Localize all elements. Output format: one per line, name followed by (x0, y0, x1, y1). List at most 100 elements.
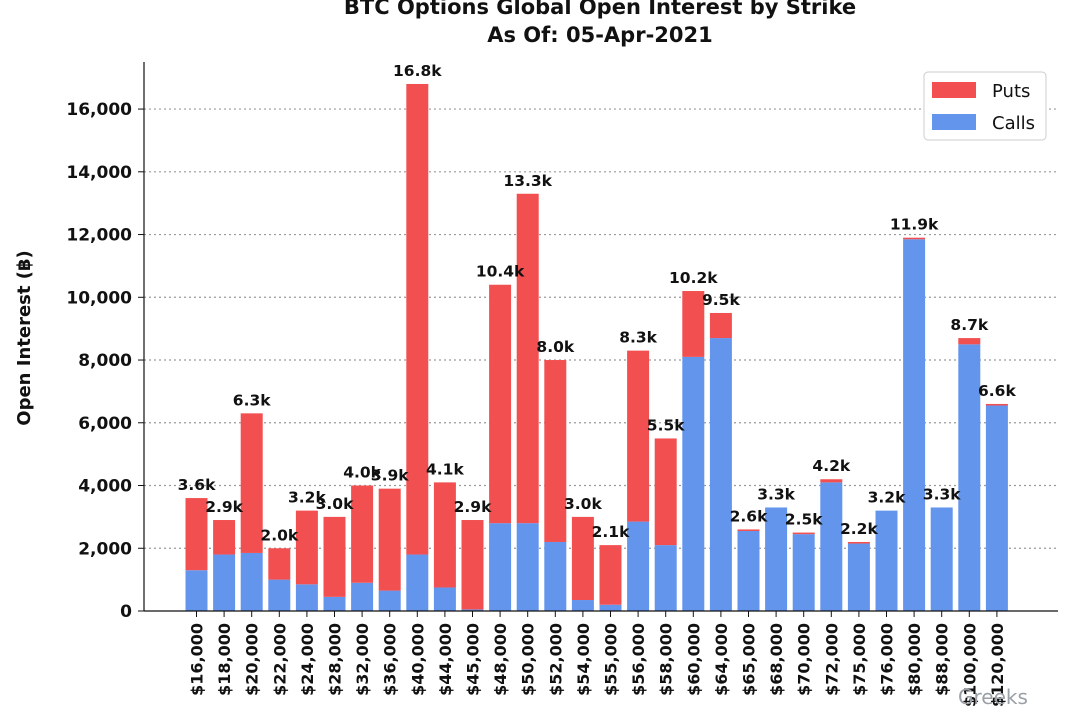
data-label: 2.1k (592, 523, 630, 541)
data-label: 3.6k (178, 476, 216, 494)
data-label: 3.3k (757, 485, 795, 503)
bar-calls (516, 523, 539, 611)
bar-calls (792, 534, 815, 611)
bar-puts (985, 403, 1008, 406)
x-tick-label: $120,000 (988, 623, 1007, 707)
bar-calls (765, 507, 788, 611)
x-tick-label: $22,000 (270, 623, 289, 696)
bar-puts (544, 360, 567, 542)
data-label: 10.2k (669, 269, 718, 287)
x-tick-label: $65,000 (740, 623, 759, 696)
bar-puts (323, 516, 346, 597)
bar-puts (571, 516, 594, 601)
y-tick-label: 14,000 (66, 163, 132, 183)
x-tick-label: $75,000 (850, 623, 869, 696)
bar-calls (654, 545, 677, 611)
bar-calls (323, 596, 346, 611)
data-label: 8.3k (619, 329, 657, 347)
bar-calls (930, 507, 953, 611)
legend-label-puts: Puts (992, 81, 1030, 102)
bar-calls (351, 582, 374, 611)
bar-puts (378, 488, 401, 591)
bar-puts (295, 510, 318, 585)
data-label: 2.2k (840, 520, 878, 538)
x-tick-label: $55,000 (602, 623, 621, 696)
data-label: 4.2k (812, 457, 850, 475)
bar-calls (599, 604, 622, 611)
data-label: 2.0k (260, 526, 298, 544)
bar-calls (185, 570, 208, 611)
bar-calls (213, 554, 236, 611)
x-tick-label: $18,000 (215, 623, 234, 696)
x-tick-label: $56,000 (629, 623, 648, 696)
data-label: 2.9k (205, 498, 243, 516)
bar-calls (240, 552, 263, 611)
bar-puts (213, 520, 236, 555)
bar-calls (544, 541, 567, 611)
bar-calls (682, 356, 705, 611)
watermark: Greeks (958, 685, 1028, 709)
bar-puts (516, 193, 539, 524)
data-label: 6.6k (978, 382, 1016, 400)
x-axis-ticks: $16,000 $18,000 $20,000 $22,000 $24,000 $28,0… (188, 611, 1007, 707)
y-tick-label: 0 (120, 602, 132, 622)
legend-swatch-puts (932, 82, 976, 98)
data-label: 2.5k (785, 511, 823, 529)
data-label: 3.3k (923, 485, 961, 503)
bar-puts (654, 438, 677, 546)
x-tick-label: $28,000 (326, 623, 345, 696)
data-label: 10.4k (476, 263, 525, 281)
x-tick-label: $36,000 (381, 623, 400, 696)
x-tick-label: $100,000 (960, 623, 979, 707)
bar-puts (268, 548, 291, 580)
x-tick-label: $24,000 (298, 623, 317, 696)
x-tick-label: $45,000 (464, 623, 483, 696)
data-label: 8.7k (950, 316, 988, 334)
x-tick-label: $76,000 (878, 623, 897, 696)
bar-calls (875, 510, 898, 611)
y-tick-label: 12,000 (66, 226, 132, 246)
bar-puts (406, 83, 429, 555)
bar-calls (958, 344, 981, 611)
x-tick-label: $64,000 (712, 623, 731, 696)
data-label: 2.6k (730, 507, 768, 525)
bar-calls (737, 531, 760, 611)
x-tick-label: $44,000 (436, 623, 455, 696)
data-label: 16.8k (393, 62, 442, 80)
chart-title: BTC Options Global Open Interest by Stri… (344, 0, 856, 19)
x-tick-label: $32,000 (353, 623, 372, 696)
bar-puts (792, 532, 815, 535)
bar-puts (185, 498, 208, 571)
bar-calls (571, 600, 594, 611)
y-tick-label: 2,000 (78, 539, 132, 559)
data-label: 6.3k (233, 391, 271, 409)
data-label: 4.0k (343, 464, 381, 482)
bar-calls (378, 590, 401, 611)
bar-calls (268, 579, 291, 611)
bar-puts (240, 413, 263, 553)
bar-calls (406, 554, 429, 611)
bar-puts (433, 482, 456, 588)
bar-puts (958, 338, 981, 345)
bar-puts (903, 237, 926, 240)
legend-swatch-calls (932, 114, 976, 130)
bar-puts (489, 284, 512, 524)
bar-puts (847, 541, 870, 544)
data-label: 5.5k (647, 416, 685, 434)
y-tick-label: 4,000 (78, 477, 132, 497)
bar-puts (682, 291, 705, 357)
data-labels: 3.6k2.9k6.3k2.0k3.2k3.0k4.0k3.9k16.8k4.1… (178, 62, 1017, 544)
x-tick-label: $48,000 (491, 623, 510, 696)
data-label: 4.1k (426, 460, 464, 478)
x-tick-label: $72,000 (822, 623, 841, 696)
data-label: 3.0k (564, 495, 602, 513)
x-tick-label: $16,000 (188, 623, 207, 696)
bar-calls (820, 482, 843, 611)
data-label: 3.0k (316, 495, 354, 513)
x-tick-label: $88,000 (933, 623, 952, 696)
y-tick-label: 10,000 (66, 288, 132, 308)
data-label: 8.0k (536, 338, 574, 356)
data-label: 3.2k (288, 489, 326, 507)
bar-puts (627, 350, 650, 522)
